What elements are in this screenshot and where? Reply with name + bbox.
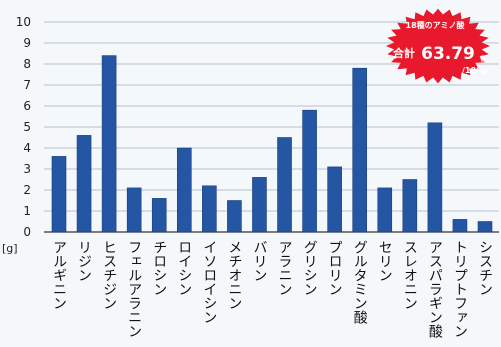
category-label: アスパラギン酸: [427, 240, 443, 338]
total-badge: 18種のアミノ酸 合計 63.79 g /100g: [386, 8, 490, 84]
bar: [76, 135, 92, 233]
y-tick-label: 5: [23, 120, 31, 134]
y-tick-label: 7: [23, 78, 31, 92]
badge-total-unit: g: [480, 53, 486, 62]
bar: [176, 147, 192, 233]
badge-starburst: [386, 8, 490, 84]
badge-per-unit: /100g: [462, 66, 488, 75]
y-unit-label: [g]: [2, 242, 18, 255]
bar: [277, 137, 292, 233]
badge-total-value: 63.79: [421, 44, 475, 64]
category-label: トリプトファン: [452, 240, 468, 338]
bar: [477, 221, 493, 233]
category-label: シスチン: [477, 240, 493, 296]
category-label: リジン: [76, 240, 92, 282]
bar-layer: [51, 55, 493, 233]
category-label: フェルアラニン: [126, 240, 142, 338]
x-axis: アルギニン リジン ヒスチジン フェルアラニン チロシン ロイシン イソロイシン メチオニンバ…: [51, 240, 493, 338]
category-label: グリシン: [302, 240, 318, 296]
y-tick-label: 10: [16, 15, 31, 29]
category-label: プロリン: [327, 240, 343, 296]
category-label: グルタミン酸: [352, 240, 368, 324]
y-axis: 0 1 2 3 4 5 6 7 8 9 10: [16, 15, 31, 239]
y-tick-label: 2: [23, 183, 31, 197]
bar: [126, 187, 142, 233]
bar: [252, 177, 267, 233]
category-label: イソロイシン: [201, 240, 217, 324]
category-label: メチオニン: [226, 240, 242, 310]
bar: [151, 198, 167, 233]
category-label: セリン: [377, 240, 393, 282]
bar: [402, 179, 418, 233]
y-tick-label: 0: [23, 225, 31, 239]
y-tick-label: 8: [23, 57, 31, 71]
bar: [377, 187, 393, 233]
bar: [427, 122, 443, 233]
y-tick-label: 1: [23, 204, 31, 218]
category-label: スレオニン: [402, 240, 418, 310]
category-label: バリン: [251, 240, 267, 282]
category-label: ロイシン: [176, 240, 192, 296]
bar: [352, 67, 368, 233]
y-tick-label: 9: [23, 36, 31, 50]
category-label: アラニン: [277, 240, 293, 296]
badge-caption: 18種のアミノ酸: [406, 20, 466, 30]
y-tick-label: 3: [23, 162, 31, 176]
bar: [227, 200, 242, 233]
bar: [452, 219, 468, 233]
bar: [202, 185, 217, 233]
y-tick-label: 4: [23, 141, 31, 155]
category-label: アルギニン: [51, 240, 67, 310]
bar: [327, 166, 342, 233]
bar: [101, 55, 117, 233]
y-tick-label: 6: [23, 99, 31, 113]
category-label: チロシン: [151, 240, 167, 296]
bar: [51, 156, 67, 233]
category-label: ヒスチジン: [101, 240, 117, 310]
badge-total-label: 合計: [393, 46, 415, 60]
bar: [302, 109, 317, 233]
